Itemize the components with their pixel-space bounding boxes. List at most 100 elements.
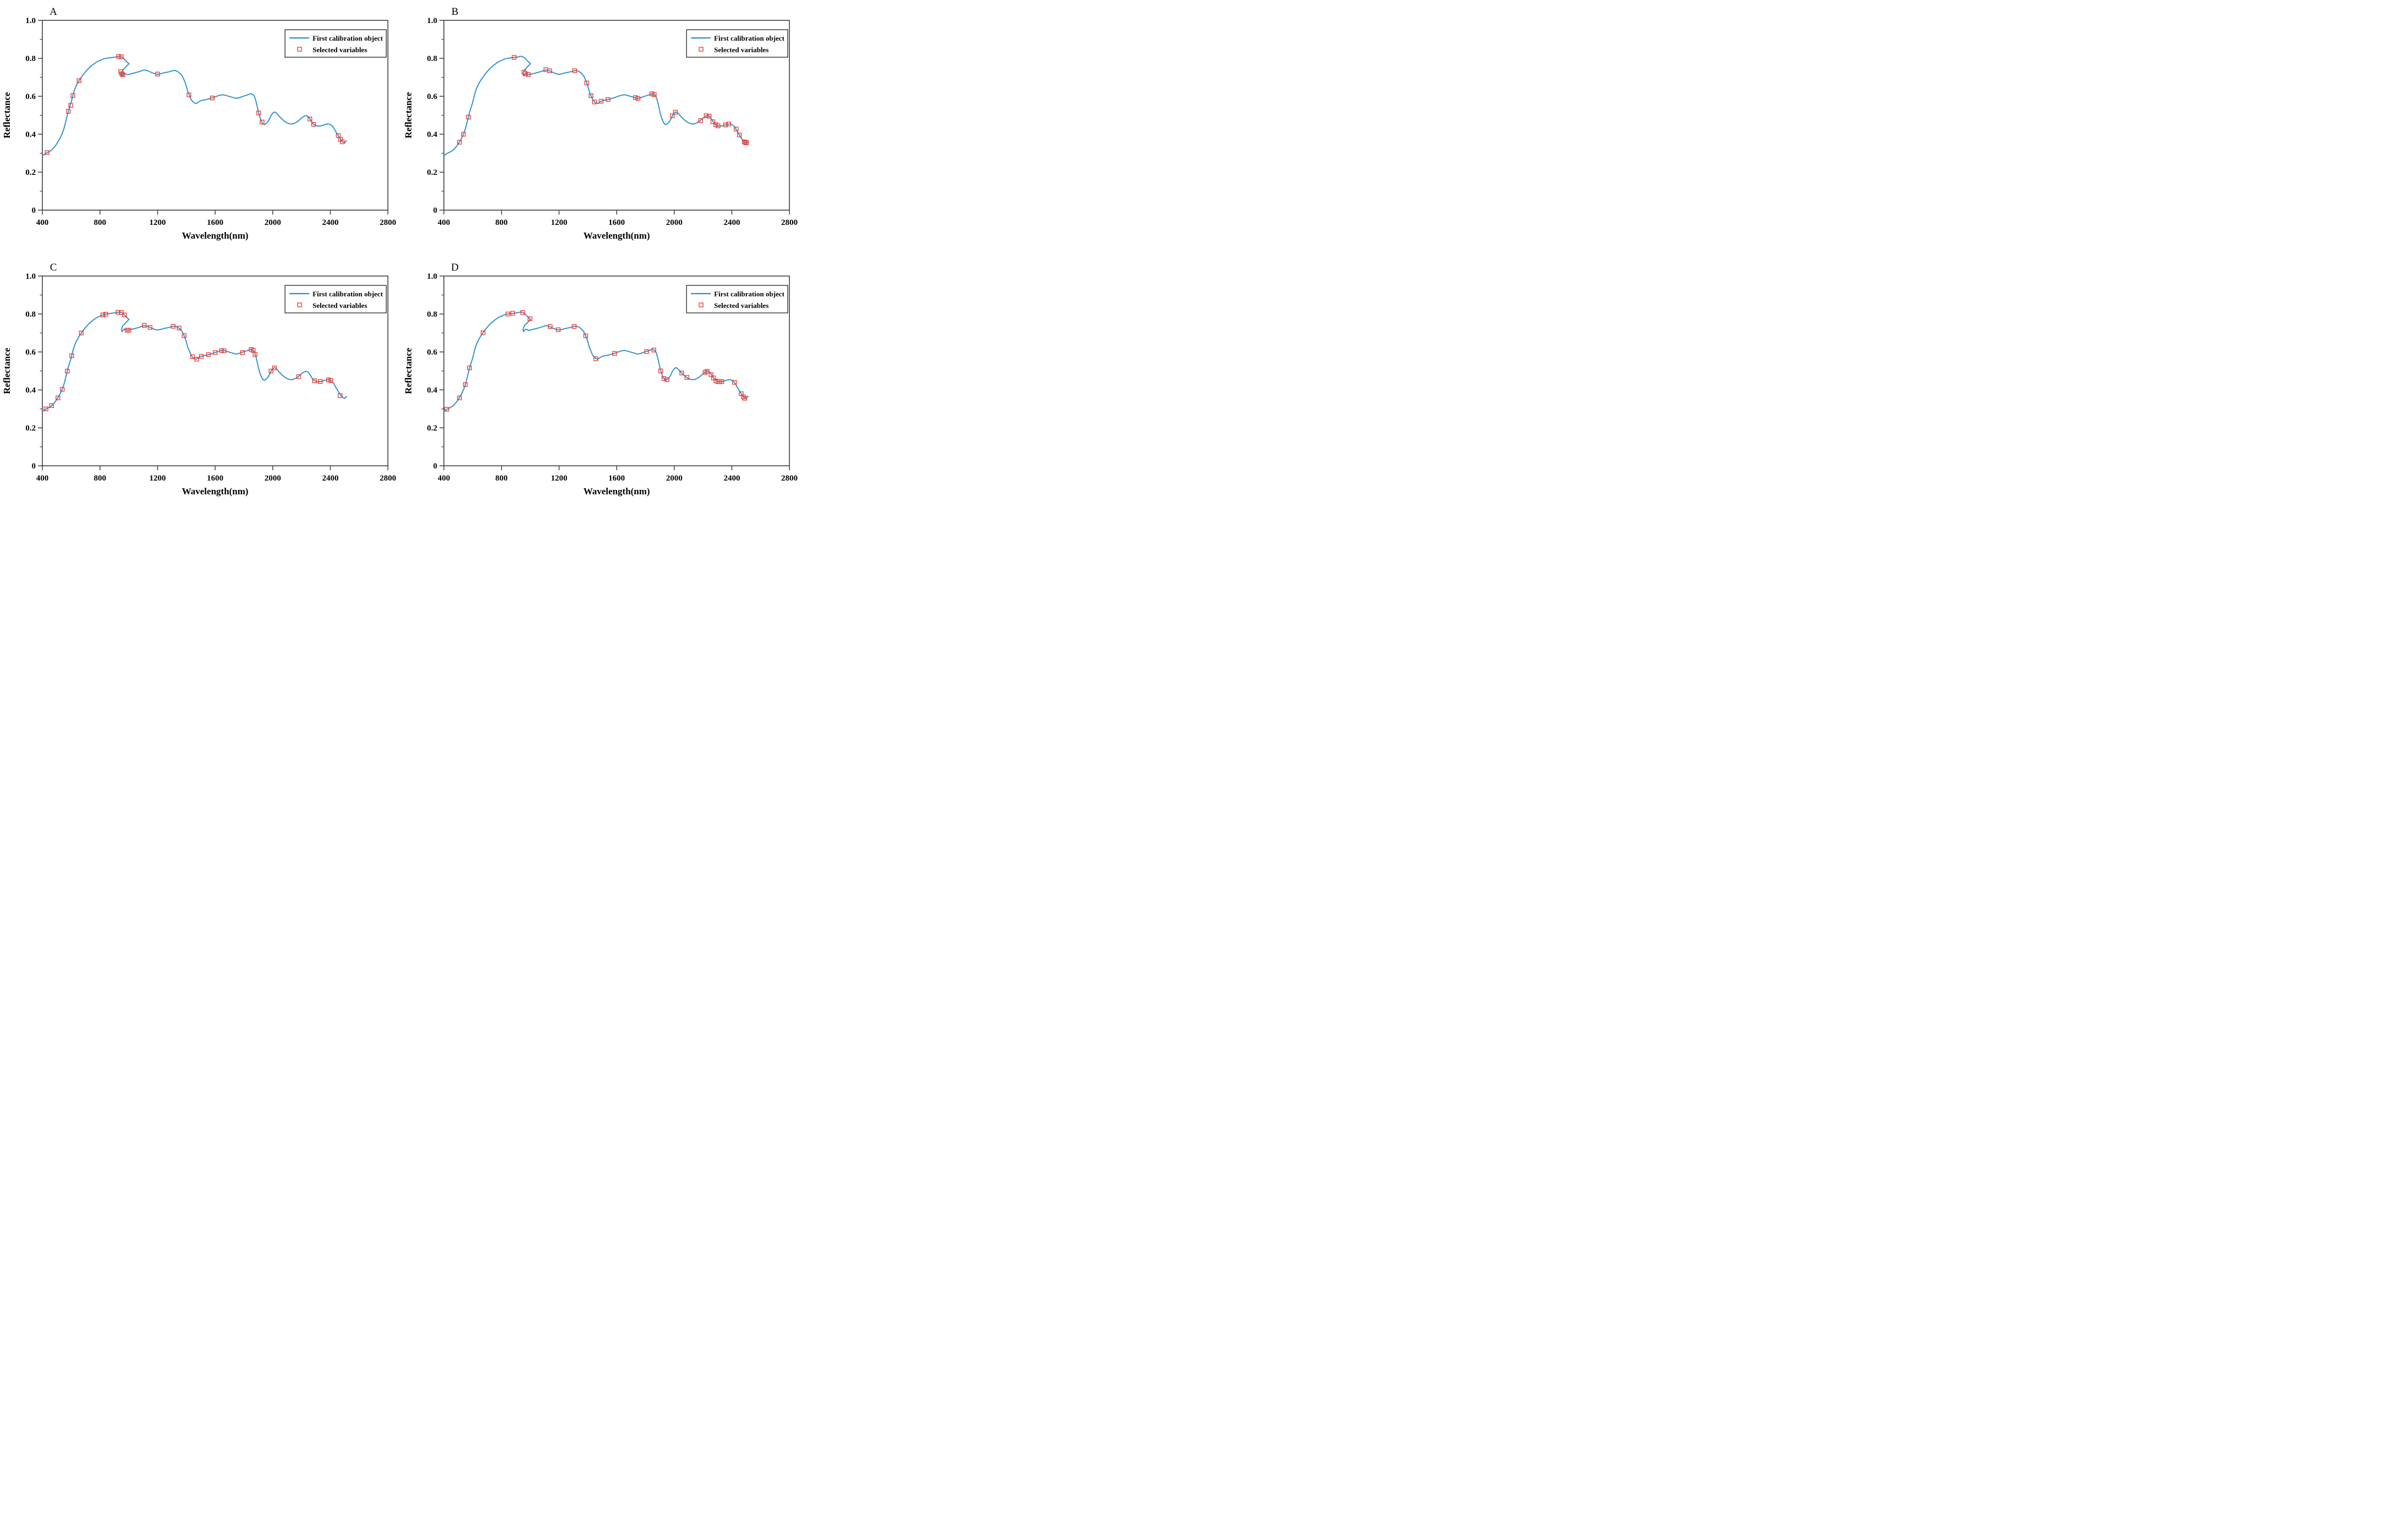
selected-variable-marker [589, 93, 593, 98]
selected-variable-marker [719, 379, 724, 384]
selected-variable-marker [328, 378, 333, 383]
y-tick-label: 0.4 [427, 130, 437, 139]
selected-variable-marker [716, 123, 721, 129]
selected-variable-marker [326, 377, 331, 382]
selected-variable-marker [65, 368, 70, 374]
selected-variable-marker [194, 356, 199, 362]
y-tick-label: 1.0 [25, 16, 36, 25]
selected-variable-marker [633, 95, 638, 100]
panel-letter: A [50, 6, 57, 18]
selected-variable-marker [116, 54, 121, 59]
x-tick-label: 1200 [149, 474, 166, 483]
selected-variable-marker [612, 351, 617, 356]
x-tick-label: 2800 [380, 218, 396, 227]
selected-variable-marker [710, 119, 716, 124]
selected-variable-marker [171, 324, 175, 329]
legend-label-marker: Selected variables [312, 46, 367, 54]
spectra-chart: 0 0.2 0.4 0.6 0.8 1.0 400 800 1200 1600 2000 2400 28… [403, 262, 798, 497]
y-tick-label: 0.4 [25, 386, 36, 395]
selected-variable-marker [120, 72, 125, 77]
x-tick-label: 400 [36, 218, 49, 227]
x-tick-label: 800 [94, 474, 106, 483]
selected-variable-marker [548, 324, 553, 329]
selected-variable-marker [76, 78, 81, 83]
selected-variable-marker [734, 126, 739, 131]
selected-variable-marker [68, 103, 73, 108]
x-tick-label: 1600 [207, 218, 223, 227]
panel-letter: C [50, 262, 57, 273]
y-tick-label: 0.4 [25, 130, 36, 139]
x-tick-label: 1600 [608, 218, 625, 227]
y-tick-label: 0.6 [427, 348, 437, 357]
selected-variable-marker [260, 119, 265, 125]
selected-variable-marker [56, 395, 61, 400]
x-tick-label: 2400 [724, 474, 740, 483]
selected-variable-marker [664, 377, 669, 382]
figure-grid: 0 0.2 0.4 0.6 0.8 1.0 400 800 1200 1600 2000 2400 28… [0, 0, 803, 511]
selected-variable-marker [547, 68, 552, 74]
selected-variable-marker [190, 354, 195, 359]
selected-variable-marker [222, 348, 227, 354]
selected-variable-marker [744, 140, 749, 145]
x-axis-title: Wavelength(nm) [182, 230, 249, 241]
legend-box [686, 29, 788, 58]
selected-variable-marker [512, 55, 516, 60]
x-axis-title: Wavelength(nm) [584, 486, 650, 497]
y-tick-label: 1.0 [25, 272, 36, 281]
selected-variable-marker [122, 312, 127, 317]
selected-variable-marker [726, 122, 732, 126]
selected-variable-marker [119, 310, 124, 315]
selected-variable-marker [311, 122, 316, 127]
x-tick-label: 2000 [265, 218, 281, 227]
selected-variable-marker [457, 395, 462, 400]
selected-variable-marker [463, 382, 468, 387]
x-tick-label: 2800 [781, 474, 798, 483]
x-tick-label: 2800 [781, 218, 798, 227]
selected-variable-marker [510, 311, 515, 316]
selected-variable-marker [707, 114, 712, 119]
selected-variable-marker [119, 54, 124, 59]
legend-box [686, 285, 788, 313]
legend-label-marker: Selected variables [714, 46, 768, 54]
selected-variable-marker [461, 131, 466, 137]
selected-variable-marker [70, 93, 75, 98]
y-tick-label: 0.6 [25, 92, 36, 101]
selected-variable-marker [59, 387, 65, 392]
selected-variable-marker [142, 323, 147, 328]
selected-variable-marker [684, 375, 690, 380]
selected-variable-marker [521, 70, 526, 75]
legend-label-line: First calibration object [714, 34, 784, 42]
selected-variable-marker [736, 133, 742, 137]
y-tick-label: 0.8 [25, 54, 36, 63]
selected-variable-marker [340, 139, 345, 145]
x-axis-title: Wavelength(nm) [584, 230, 650, 241]
selected-variable-marker [467, 365, 472, 371]
selected-variable-marker [556, 327, 561, 332]
x-tick-label: 2400 [322, 474, 339, 483]
x-tick-label: 2000 [666, 474, 683, 483]
x-tick-label: 400 [438, 218, 450, 227]
selected-variable-marker [338, 393, 343, 398]
spectra-chart: 0 0.2 0.4 0.6 0.8 1.0 400 800 1200 1600 2000 2400 28… [2, 6, 396, 241]
y-axis-title: Reflectance [403, 348, 414, 394]
panel-b: 0 0.2 0.4 0.6 0.8 1.0 400 800 1200 1600 2000 2400 28… [402, 0, 803, 256]
y-tick-label: 0 [32, 462, 36, 471]
selected-variable-marker [679, 371, 684, 376]
selected-variable-marker [69, 353, 74, 359]
legend-marker-sample [297, 47, 302, 52]
selected-variable-marker [65, 109, 71, 114]
legend-box [284, 29, 387, 58]
selected-variable-marker [703, 113, 709, 118]
selected-variable-marker [705, 368, 710, 374]
selected-variable-marker [219, 348, 224, 353]
selected-variable-marker [177, 326, 182, 330]
selected-variable-marker [571, 324, 577, 329]
y-tick-label: 0.8 [25, 310, 36, 319]
x-tick-label: 1200 [551, 218, 567, 227]
legend-label-line: First calibration object [312, 34, 383, 42]
y-tick-label: 0.2 [25, 168, 36, 177]
selected-variable-marker [584, 80, 589, 86]
x-axis-title: Wavelength(nm) [182, 486, 249, 497]
selected-variable-marker [272, 365, 277, 371]
y-tick-label: 1.0 [427, 16, 437, 25]
